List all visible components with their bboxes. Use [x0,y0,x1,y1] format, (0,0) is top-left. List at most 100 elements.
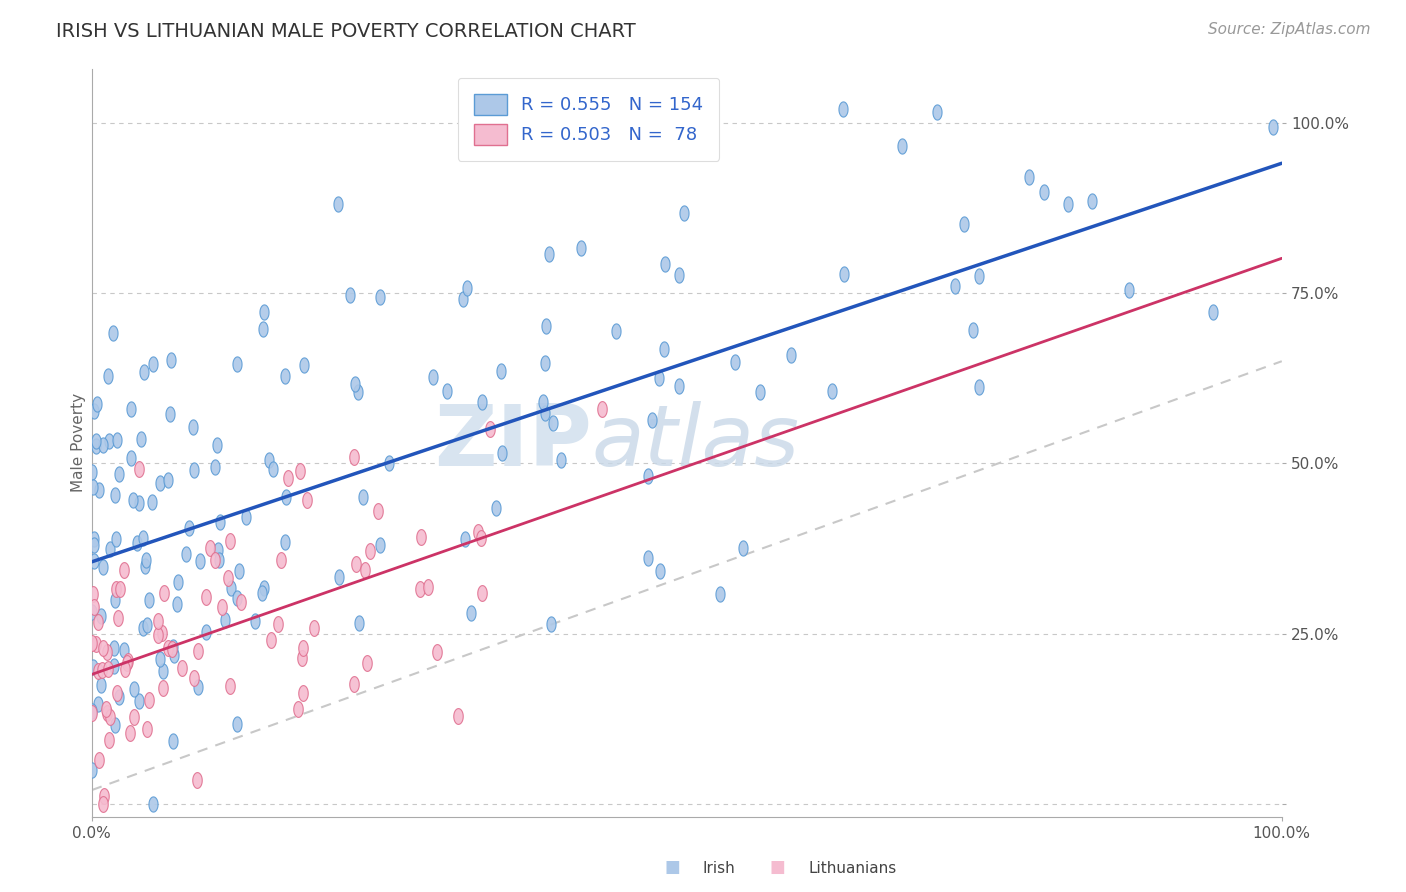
Text: ZIP: ZIP [434,401,592,484]
Point [637,469,659,483]
Point [569,241,592,255]
Point [80,605,103,619]
Point [120,450,142,465]
Point [122,681,145,696]
Point [641,412,664,426]
Point [243,614,266,628]
Point [277,471,299,485]
Point [219,534,242,549]
Point [260,632,283,647]
Point [136,722,159,736]
Point [87,698,110,712]
Point [156,641,179,656]
Point [820,384,842,399]
Point [491,363,513,377]
Point [80,763,103,777]
Point [107,611,129,625]
Point [86,664,108,678]
Point [101,326,124,341]
Point [347,385,370,400]
Point [104,718,127,732]
Point [128,694,150,708]
Point [90,663,112,677]
Point [108,467,131,481]
Point [177,521,200,535]
Point [207,438,229,452]
Point [104,532,127,546]
Point [550,453,572,467]
Point [344,557,367,571]
Point [328,196,350,211]
Point [83,403,105,417]
Point [291,641,314,656]
Point [96,662,118,676]
Point [967,268,990,283]
Point [187,680,209,694]
Point [86,637,108,651]
Point [89,753,111,767]
Point [834,267,856,281]
Point [953,218,976,232]
Point [183,671,205,685]
Point [121,402,143,417]
Point [343,450,366,464]
Point [214,613,236,627]
Point [96,706,118,720]
Point [208,553,231,567]
Point [82,659,104,673]
Point [471,586,494,600]
Point [409,582,432,596]
Point [117,654,139,668]
Point [152,664,174,678]
Point [235,509,257,524]
Point [290,464,312,478]
Point [118,726,141,740]
Point [152,586,174,600]
Point [943,278,966,293]
Point [274,369,297,384]
Point [1118,283,1140,297]
Point [80,704,103,718]
Point [356,656,378,670]
Point [359,544,381,558]
Point [962,323,984,337]
Point [533,395,555,409]
Point [112,643,135,657]
Point [138,692,160,706]
Point [204,460,226,475]
Point [253,305,276,319]
Point [156,473,179,487]
Point [187,644,209,658]
Point [1056,197,1078,211]
Point [250,586,273,600]
Point [160,642,183,657]
Point [354,562,377,576]
Point [91,641,114,656]
Point [467,524,489,539]
Point [1081,194,1104,208]
Point [98,542,121,557]
Point [186,773,208,788]
Point [1202,305,1225,319]
Text: Irish: Irish [703,861,735,876]
Point [485,500,508,515]
Point [422,370,444,384]
Point [128,462,150,476]
Point [127,536,149,550]
Point [267,616,290,631]
Point [724,355,747,369]
Point [416,580,439,594]
Legend: R = 0.555   N = 154, R = 0.503   N =  78: R = 0.555 N = 154, R = 0.503 N = 78 [458,78,720,161]
Point [160,352,183,367]
Point [591,401,613,416]
Point [104,582,127,597]
Point [97,434,120,448]
Text: IRISH VS LITHUANIAN MALE POVERTY CORRELATION CHART: IRISH VS LITHUANIAN MALE POVERTY CORRELA… [56,22,636,41]
Text: atlas: atlas [592,401,800,484]
Point [104,488,127,502]
Point [82,706,104,720]
Point [339,288,361,302]
Point [218,679,240,693]
Point [470,531,492,545]
Point [637,551,659,566]
